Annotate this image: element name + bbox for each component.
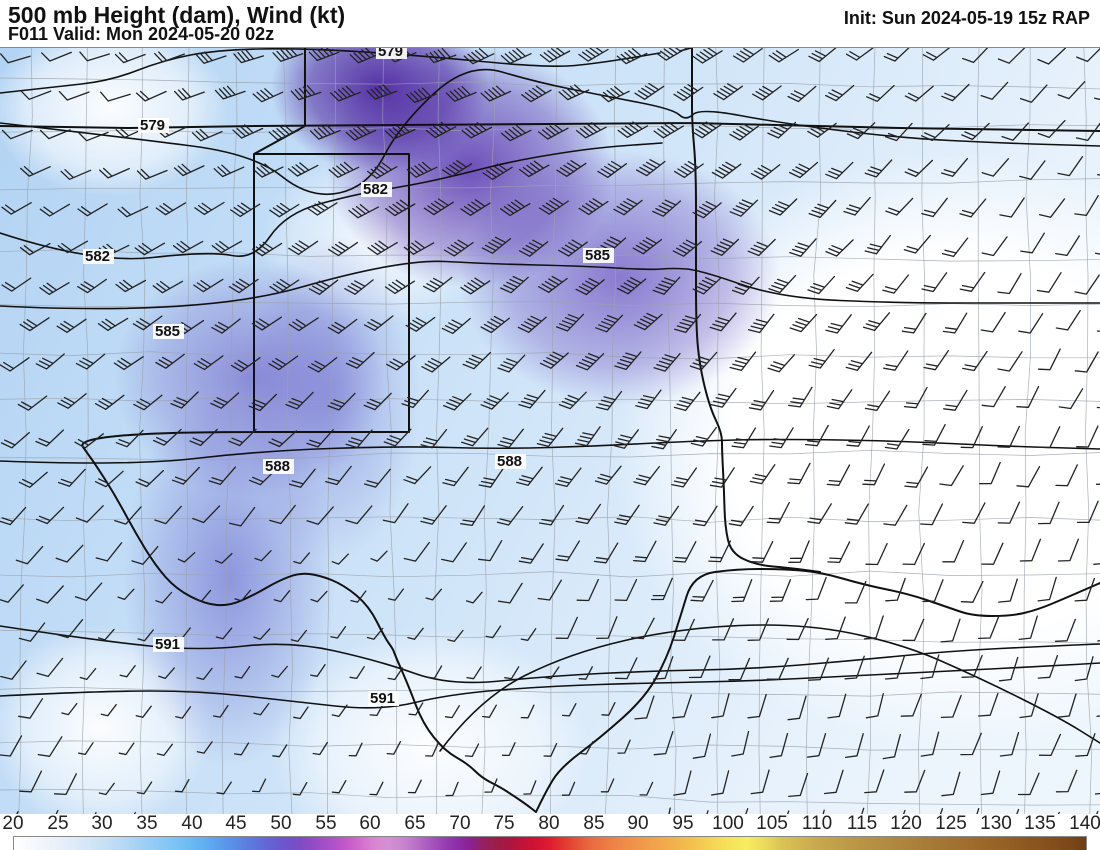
- svg-text:588: 588: [497, 453, 522, 470]
- svg-text:585: 585: [585, 247, 610, 264]
- svg-text:588: 588: [265, 458, 290, 475]
- svg-text:582: 582: [85, 248, 110, 265]
- svg-text:582: 582: [363, 181, 388, 198]
- svg-text:585: 585: [155, 323, 180, 340]
- svg-text:579: 579: [140, 117, 165, 134]
- svg-text:579: 579: [378, 48, 403, 60]
- svg-text:591: 591: [155, 636, 180, 653]
- svg-text:591: 591: [370, 690, 395, 707]
